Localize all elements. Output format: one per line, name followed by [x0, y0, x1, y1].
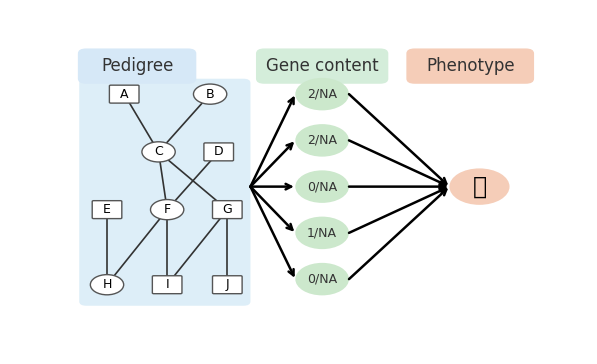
Text: J: J — [226, 278, 229, 291]
Text: 2/NA: 2/NA — [307, 88, 337, 100]
FancyBboxPatch shape — [213, 276, 242, 294]
Text: 1/NA: 1/NA — [307, 226, 337, 240]
Text: Phenotype: Phenotype — [426, 57, 515, 75]
Text: F: F — [164, 203, 171, 216]
Text: 2/NA: 2/NA — [307, 134, 337, 147]
Circle shape — [296, 124, 349, 157]
Circle shape — [296, 170, 349, 203]
FancyBboxPatch shape — [79, 79, 251, 306]
FancyBboxPatch shape — [213, 201, 242, 219]
Text: B: B — [206, 88, 214, 100]
Text: C: C — [154, 145, 163, 158]
FancyBboxPatch shape — [78, 48, 196, 84]
Text: D: D — [214, 145, 223, 158]
Text: Pedigree: Pedigree — [101, 57, 173, 75]
Text: 🐄: 🐄 — [472, 175, 487, 199]
FancyBboxPatch shape — [407, 48, 534, 84]
Text: Gene content: Gene content — [266, 57, 378, 75]
FancyBboxPatch shape — [109, 85, 139, 103]
FancyBboxPatch shape — [256, 48, 388, 84]
Text: E: E — [103, 203, 111, 216]
Text: H: H — [102, 278, 112, 291]
Circle shape — [296, 78, 349, 110]
Text: I: I — [165, 278, 169, 291]
Text: A: A — [120, 88, 128, 100]
FancyBboxPatch shape — [204, 143, 233, 161]
Text: 0/NA: 0/NA — [307, 180, 337, 193]
Text: G: G — [223, 203, 232, 216]
FancyBboxPatch shape — [152, 276, 182, 294]
Circle shape — [150, 199, 184, 220]
Circle shape — [296, 217, 349, 249]
FancyBboxPatch shape — [92, 201, 122, 219]
Circle shape — [193, 84, 227, 104]
Circle shape — [450, 169, 510, 205]
Circle shape — [90, 274, 124, 295]
Text: 0/NA: 0/NA — [307, 273, 337, 286]
Circle shape — [296, 263, 349, 295]
Circle shape — [142, 142, 176, 162]
